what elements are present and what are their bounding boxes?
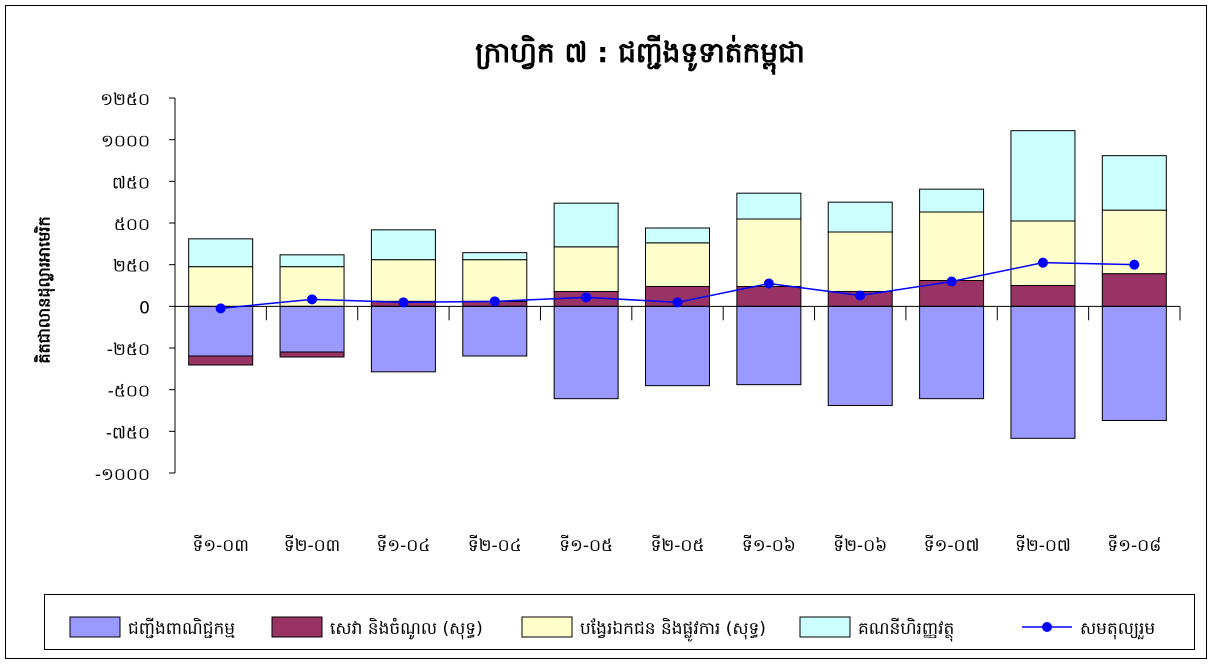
y-tick-label: ១២៥០ (100, 90, 150, 110)
bar (919, 188, 985, 213)
x-tick-label: ទី១-០៦ (742, 534, 796, 556)
y-tick-label: 0 (139, 298, 150, 318)
legend-swatch (799, 616, 851, 638)
x-tick-label: ទី១-០៤ (376, 534, 430, 556)
legend-label: សេវា និងចំណូល (សុទ្ធ) (330, 617, 483, 640)
bar (462, 259, 528, 302)
x-tick-label: ទី១-០៥ (559, 534, 613, 556)
x-tick-label: ទី២-០៥ (651, 534, 705, 556)
bar (827, 201, 893, 233)
line-point (1037, 257, 1048, 268)
x-tick-label: ទី២-០៤ (468, 534, 522, 556)
bar (188, 355, 254, 366)
line-point (946, 276, 957, 287)
line-point (215, 303, 226, 314)
bar (553, 305, 619, 400)
x-tick-label: ទី១-០៣ (193, 534, 249, 556)
line-point (398, 297, 409, 308)
legend-swatch (1042, 622, 1052, 632)
bar (188, 238, 254, 268)
legend-label: គណនីហិរញ្ញវត្ថុ (858, 617, 954, 642)
bar (370, 305, 436, 373)
legend-label: សមតុល្យរួម (1080, 619, 1155, 640)
bar (645, 242, 710, 287)
chart-title: ក្រាហ្វិក ៧ : ជញ្ជីងទូទាត់កម្ពុជា (475, 34, 804, 75)
line-point (1129, 259, 1140, 270)
bar (462, 305, 528, 357)
y-tick-label: -១០០០ (95, 465, 150, 485)
bar (188, 266, 254, 307)
bar (1101, 273, 1167, 307)
bar (370, 259, 436, 302)
bar (553, 202, 619, 248)
line-point (672, 297, 683, 308)
y-tick-label: ៥០០ (114, 215, 150, 235)
bar (1101, 305, 1167, 422)
bar (1101, 155, 1167, 211)
bar (919, 305, 985, 400)
bar (645, 227, 710, 244)
legend-swatch (271, 616, 323, 638)
bar (279, 305, 345, 353)
line-point (855, 290, 866, 301)
line-point (763, 278, 774, 289)
x-tick-label: ទី១-០៧ (924, 534, 980, 556)
bar (1010, 220, 1076, 286)
bar (736, 218, 802, 287)
x-tick-label: ទី១-០៨ (1107, 534, 1161, 556)
x-tick-label: ទី២-០៣ (284, 534, 340, 556)
bar (1010, 130, 1076, 222)
bar (462, 252, 528, 261)
legend-box (44, 594, 1195, 650)
bar (827, 305, 893, 407)
y-tick-label: -៥០០ (108, 382, 150, 402)
bar (553, 246, 619, 292)
bar (736, 286, 802, 307)
bar (370, 229, 436, 261)
bar (1010, 285, 1076, 307)
line-point (581, 292, 592, 303)
x-tick-label: ទី២-០៧ (1015, 534, 1071, 556)
bar (279, 254, 345, 268)
bar (919, 211, 985, 281)
bar (827, 231, 893, 292)
bar (736, 192, 802, 220)
y-tick-label: ៧៥០ (112, 173, 150, 193)
y-tick-label: ១០០០ (101, 132, 150, 152)
line-point (307, 294, 318, 305)
y-tick-label: ២៥០ (113, 257, 150, 277)
x-tick-label: ទី២-០៦ (833, 534, 887, 556)
legend-label: ជញ្ជីងពាណិជ្ជកម្ម (128, 617, 235, 639)
y-tick-label: -២៥០ (107, 340, 150, 360)
bar (188, 305, 254, 357)
bar (645, 305, 710, 387)
legend-swatch (69, 616, 121, 638)
legend-label: បង្វែរឯកជន និងផ្លូវការ (សុទ្ធ) (580, 617, 766, 642)
bar (1010, 305, 1076, 439)
legend-swatch (521, 616, 573, 638)
y-axis-label: គិតជាលានដុល្លារអាមេរិក (34, 216, 56, 363)
line-point (489, 296, 500, 307)
y-tick-label: -៧៥០ (106, 423, 150, 443)
bar (736, 305, 802, 386)
bar (279, 351, 345, 358)
